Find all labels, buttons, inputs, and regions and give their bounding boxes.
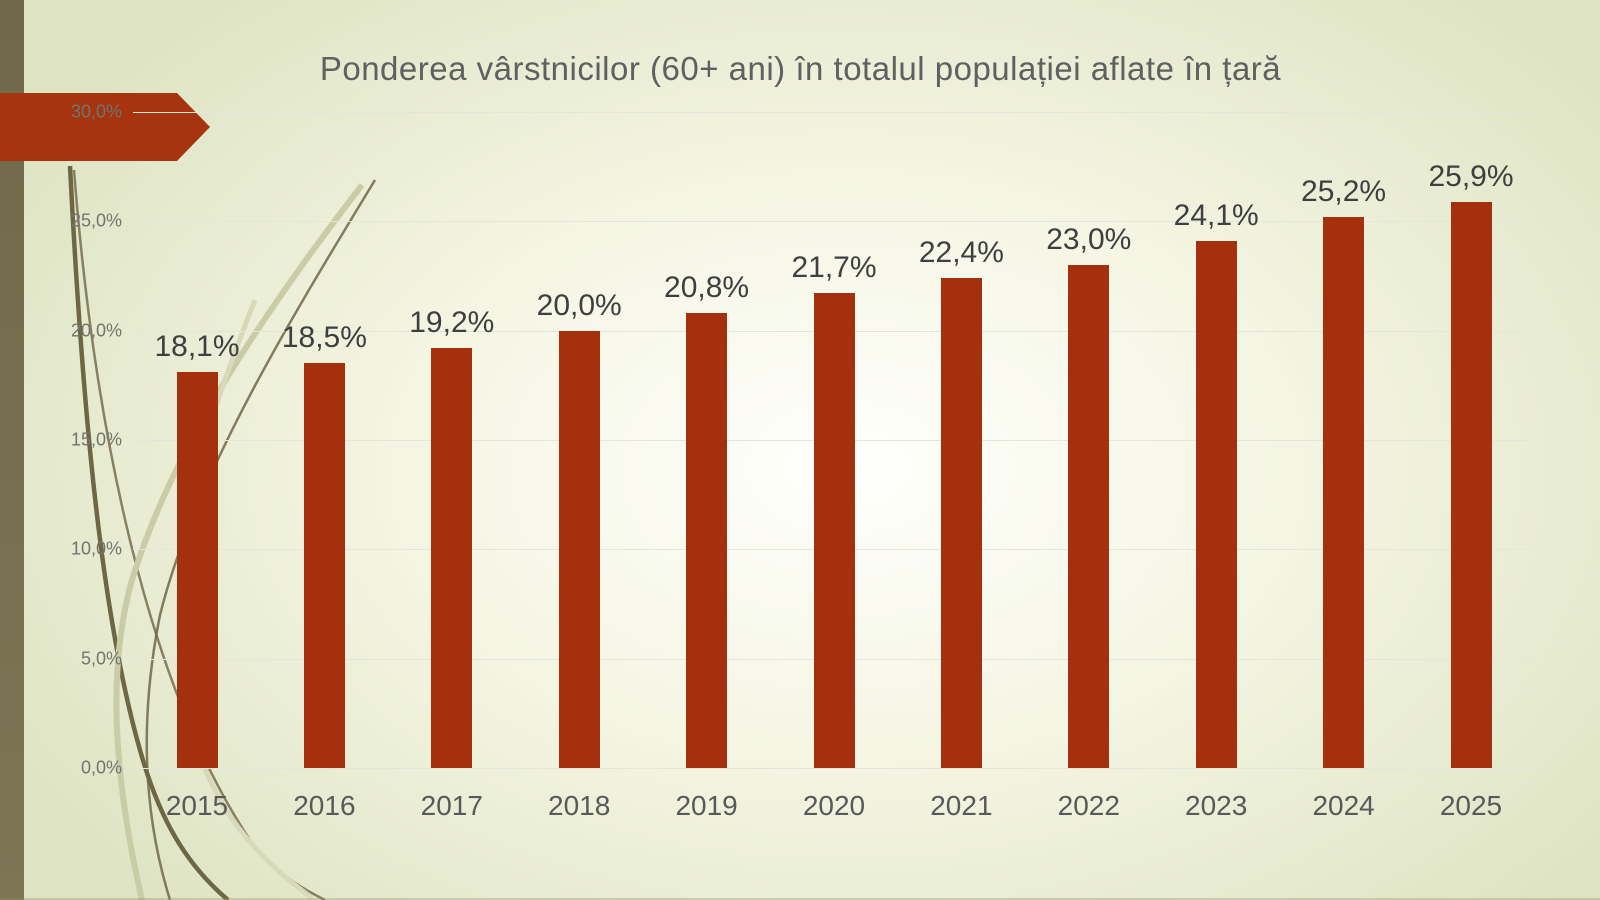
x-axis-tick-label: 2018 bbox=[548, 790, 611, 821]
bar-2015 bbox=[176, 372, 218, 768]
bar-value-label: 19,2% bbox=[409, 306, 495, 340]
x-axis-tick-label: 2019 bbox=[675, 790, 738, 821]
bar-2022 bbox=[1068, 265, 1110, 768]
bar-value-label: 22,4% bbox=[918, 236, 1004, 270]
y-axis-tick-label: 20,0% bbox=[70, 320, 122, 341]
bar-value-label: 20,0% bbox=[536, 288, 622, 322]
gridline bbox=[133, 111, 1533, 113]
wisp-curve-dark-1 bbox=[145, 179, 377, 900]
y-axis-tick-label: 15,0% bbox=[70, 429, 122, 450]
bar-2017 bbox=[431, 348, 473, 768]
x-axis-tick-label: 2021 bbox=[930, 790, 993, 821]
bar-2020 bbox=[813, 293, 855, 768]
bar-value-label: 23,0% bbox=[1046, 223, 1132, 257]
y-axis-tick-label: 0,0% bbox=[80, 757, 122, 778]
bar-2019 bbox=[686, 313, 728, 768]
x-axis-tick-label: 2025 bbox=[1439, 790, 1503, 821]
gridline bbox=[133, 768, 1533, 769]
bar-value-label: 21,7% bbox=[791, 251, 877, 285]
chart-title: Ponderea vârstnicilor (60+ ani) în total… bbox=[319, 50, 1282, 87]
bar-value-label: 24,1% bbox=[1173, 199, 1259, 232]
y-axis-tick-label: 5,0% bbox=[80, 648, 122, 669]
gridline bbox=[133, 221, 1533, 223]
bar-2021 bbox=[940, 278, 982, 768]
x-axis-tick-label: 2015 bbox=[165, 790, 229, 821]
bar-2018 bbox=[558, 330, 600, 768]
y-axis-tick-label: 25,0% bbox=[70, 210, 122, 231]
x-axis-tick-label: 2016 bbox=[293, 790, 356, 821]
bar-value-label: 18,1% bbox=[154, 330, 240, 364]
bar-value-label: 25,9% bbox=[1428, 159, 1514, 193]
x-axis-tick-label: 2017 bbox=[420, 790, 483, 821]
x-axis-tick-label: 2023 bbox=[1185, 790, 1248, 821]
accent-arrow bbox=[0, 93, 210, 161]
y-axis-tick-label: 30,0% bbox=[70, 101, 122, 122]
bar-2024 bbox=[1323, 216, 1365, 768]
x-axis-tick-label: 2022 bbox=[1057, 790, 1120, 821]
bar-value-label: 18,5% bbox=[281, 321, 367, 355]
y-axis-tick-label: 10,0% bbox=[70, 538, 122, 559]
bar-2025 bbox=[1450, 201, 1492, 768]
bar-2023 bbox=[1195, 241, 1237, 768]
bar-value-label: 20,8% bbox=[664, 271, 750, 305]
x-axis-tick-label: 2020 bbox=[802, 790, 866, 821]
wisp-curve-light-1 bbox=[113, 183, 365, 900]
bar-2016 bbox=[303, 363, 345, 768]
bar-value-label: 25,2% bbox=[1301, 174, 1387, 208]
bottom-edge-line bbox=[0, 898, 1600, 900]
x-axis-tick-label: 2024 bbox=[1312, 790, 1375, 821]
